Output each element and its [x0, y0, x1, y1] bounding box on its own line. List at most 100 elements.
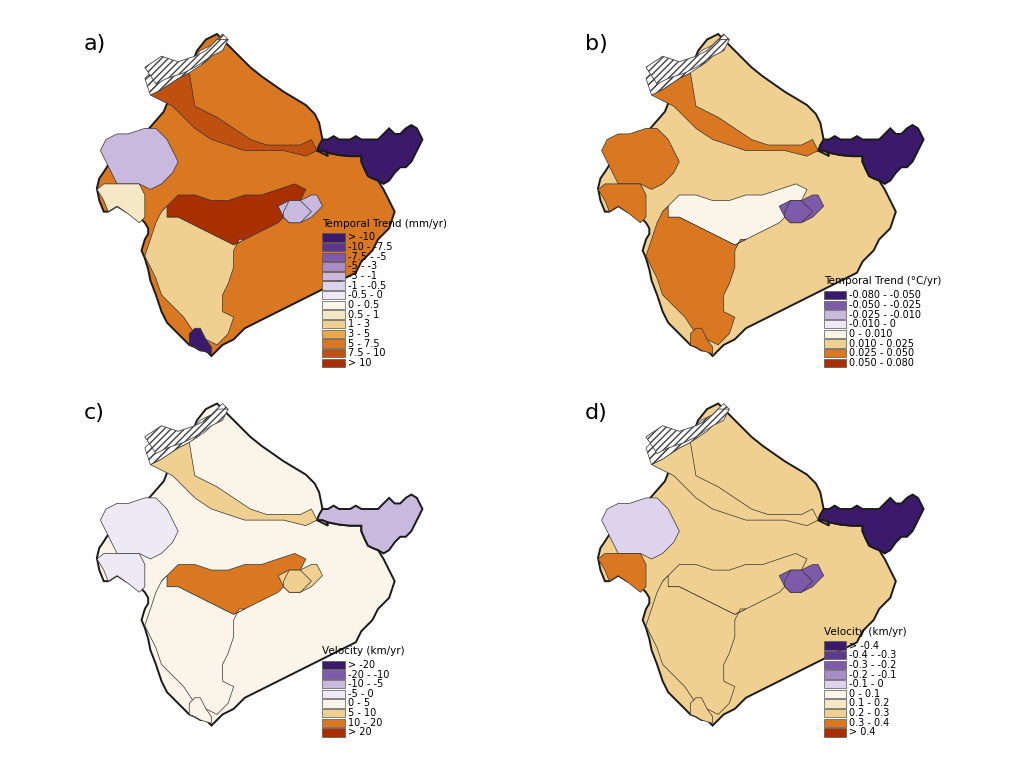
- Text: > 20: > 20: [348, 727, 372, 738]
- Bar: [823, 719, 846, 727]
- Polygon shape: [646, 40, 729, 84]
- Text: 5 - 10: 5 - 10: [348, 708, 376, 718]
- Polygon shape: [779, 565, 823, 592]
- Polygon shape: [144, 404, 228, 465]
- Polygon shape: [646, 575, 745, 714]
- Polygon shape: [598, 553, 646, 592]
- Text: 0.2 - 0.3: 0.2 - 0.3: [849, 708, 890, 718]
- Bar: [323, 729, 345, 736]
- Polygon shape: [100, 128, 178, 189]
- Bar: [823, 729, 846, 736]
- Text: c): c): [84, 403, 104, 423]
- Polygon shape: [144, 575, 245, 714]
- Bar: [323, 671, 345, 678]
- Text: 0 - 0.5: 0 - 0.5: [348, 300, 379, 310]
- Text: b): b): [585, 34, 608, 53]
- Polygon shape: [317, 494, 423, 553]
- Bar: [823, 291, 846, 300]
- Bar: [323, 359, 345, 367]
- Bar: [823, 301, 846, 309]
- Polygon shape: [784, 201, 813, 223]
- Bar: [823, 340, 846, 348]
- Polygon shape: [144, 206, 245, 345]
- Bar: [323, 272, 345, 280]
- Text: -1 - -0.5: -1 - -0.5: [348, 281, 386, 291]
- Text: 0.5 - 1: 0.5 - 1: [348, 310, 379, 320]
- Text: Temporal Trend (°C/yr): Temporal Trend (°C/yr): [823, 276, 941, 286]
- Text: d): d): [585, 403, 608, 423]
- Text: -0.080 - -0.050: -0.080 - -0.050: [849, 290, 921, 301]
- Polygon shape: [651, 443, 818, 526]
- Polygon shape: [284, 201, 311, 223]
- Bar: [823, 680, 846, 688]
- Text: 5 - 7.5: 5 - 7.5: [348, 339, 380, 349]
- Polygon shape: [651, 72, 818, 156]
- Polygon shape: [144, 34, 228, 95]
- Text: 3 - 5: 3 - 5: [348, 329, 370, 339]
- Bar: [323, 340, 345, 348]
- Text: -0.5 - 0: -0.5 - 0: [348, 290, 383, 301]
- Text: -10 - -5: -10 - -5: [348, 679, 383, 689]
- Bar: [823, 349, 846, 357]
- Bar: [323, 700, 345, 707]
- Polygon shape: [779, 195, 823, 223]
- Text: > -20: > -20: [348, 660, 375, 670]
- Bar: [323, 680, 345, 688]
- Text: 0.1 - 0.2: 0.1 - 0.2: [849, 698, 890, 709]
- Polygon shape: [144, 409, 228, 453]
- Text: 7.5 - 10: 7.5 - 10: [348, 348, 385, 359]
- Polygon shape: [144, 40, 228, 84]
- Bar: [823, 700, 846, 707]
- Polygon shape: [151, 443, 317, 526]
- Text: Velocity (km/yr): Velocity (km/yr): [823, 626, 906, 636]
- Text: -3 - -1: -3 - -1: [348, 271, 377, 281]
- Text: -5 - -3: -5 - -3: [348, 262, 377, 272]
- Text: Velocity (km/yr): Velocity (km/yr): [323, 646, 406, 656]
- Polygon shape: [162, 553, 306, 614]
- Text: > 0.4: > 0.4: [849, 727, 876, 738]
- Polygon shape: [279, 565, 323, 592]
- Text: -0.025 - -0.010: -0.025 - -0.010: [849, 310, 922, 320]
- Polygon shape: [162, 184, 306, 245]
- Polygon shape: [100, 498, 178, 559]
- Bar: [323, 301, 345, 309]
- Polygon shape: [97, 553, 144, 592]
- Bar: [323, 690, 345, 698]
- Polygon shape: [601, 128, 679, 189]
- Polygon shape: [601, 498, 679, 559]
- Text: -20 - -10: -20 - -10: [348, 669, 389, 680]
- Bar: [323, 291, 345, 300]
- Text: -0.010 - 0: -0.010 - 0: [849, 319, 896, 330]
- Polygon shape: [279, 195, 323, 223]
- Text: > 10: > 10: [348, 358, 372, 368]
- Polygon shape: [663, 184, 807, 245]
- Polygon shape: [598, 34, 896, 356]
- Polygon shape: [284, 570, 311, 592]
- Polygon shape: [97, 404, 394, 726]
- Bar: [823, 320, 846, 328]
- Bar: [823, 311, 846, 319]
- Text: -0.2 - -0.1: -0.2 - -0.1: [849, 669, 897, 680]
- Text: 0.010 - 0.025: 0.010 - 0.025: [849, 339, 914, 349]
- Bar: [323, 661, 345, 669]
- Bar: [323, 243, 345, 251]
- Polygon shape: [646, 206, 745, 345]
- Bar: [823, 642, 846, 649]
- Bar: [323, 311, 345, 319]
- Polygon shape: [690, 328, 713, 354]
- Polygon shape: [663, 553, 807, 614]
- Text: 10 - 20: 10 - 20: [348, 718, 382, 728]
- Polygon shape: [317, 125, 423, 184]
- Bar: [323, 253, 345, 261]
- Bar: [323, 330, 345, 338]
- Polygon shape: [646, 404, 729, 465]
- Text: 0 - 5: 0 - 5: [348, 698, 370, 709]
- Bar: [323, 349, 345, 357]
- Text: -5 - 0: -5 - 0: [348, 689, 374, 699]
- Bar: [823, 359, 846, 367]
- Bar: [323, 282, 345, 290]
- Polygon shape: [189, 698, 211, 723]
- Polygon shape: [189, 328, 211, 354]
- Bar: [323, 719, 345, 727]
- Text: 0 - 0.1: 0 - 0.1: [849, 689, 881, 699]
